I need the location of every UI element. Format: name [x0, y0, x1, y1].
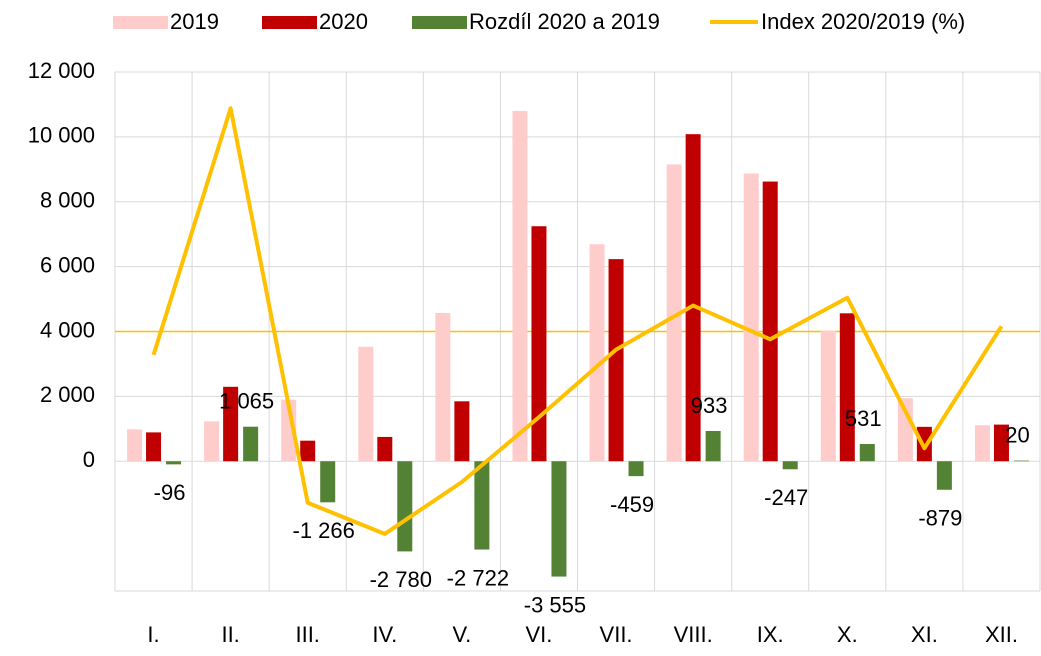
y-tick-label: 10 000: [28, 123, 95, 148]
data-label: -2 722: [447, 565, 509, 590]
bar: [435, 313, 451, 462]
data-label: 531: [845, 406, 882, 431]
x-tick-label: IX.: [757, 622, 784, 647]
bar: [397, 461, 413, 552]
bar: [474, 461, 490, 550]
bar: [993, 424, 1009, 462]
bar: [512, 110, 528, 462]
bar: [127, 429, 143, 462]
data-label: -2 780: [370, 567, 432, 592]
bar: [839, 313, 855, 462]
bar: [782, 461, 798, 470]
y-tick-label: 6 000: [40, 252, 95, 277]
data-label: 1 065: [219, 389, 274, 414]
y-tick-label: 4 000: [40, 317, 95, 342]
bar: [705, 430, 721, 462]
data-label: -3 555: [524, 592, 586, 617]
x-tick-label: II.: [221, 622, 239, 647]
bar: [666, 164, 682, 462]
bar: [204, 421, 220, 462]
bar: [589, 244, 605, 462]
data-label: 20: [1005, 422, 1029, 447]
y-tick-label: 2 000: [40, 382, 95, 407]
x-tick-label: VI.: [526, 622, 553, 647]
x-tick-label: VIII.: [674, 622, 713, 647]
bar: [551, 461, 567, 577]
bar: [936, 461, 952, 490]
bar: [859, 444, 875, 462]
data-label: -1 266: [293, 518, 355, 543]
legend-label: Rozdíl 2020 a 2019: [469, 9, 660, 34]
data-label: -459: [610, 492, 654, 517]
bar: [358, 346, 374, 462]
bar: [897, 398, 913, 462]
x-tick-label: X.: [837, 622, 858, 647]
bar: [320, 461, 336, 503]
bar: [223, 386, 239, 462]
bar: [377, 436, 393, 462]
bar: [454, 401, 470, 462]
index-line: [151, 106, 1004, 536]
legend-swatch: [262, 16, 317, 29]
legend-swatch: [113, 16, 168, 29]
bar: [820, 330, 836, 462]
x-tick-label: XI.: [911, 622, 938, 647]
bar: [685, 134, 701, 462]
legend-label: 2020: [319, 9, 368, 34]
x-tick-label: IV.: [372, 622, 397, 647]
bar: [166, 461, 182, 465]
bar: [1013, 460, 1029, 462]
bar: [762, 181, 778, 462]
legend-label: 2019: [170, 9, 219, 34]
y-tick-label: 8 000: [40, 188, 95, 213]
data-label: -247: [764, 485, 808, 510]
bar: [146, 432, 162, 462]
x-tick-label: I.: [147, 622, 159, 647]
x-tick-label: III.: [295, 622, 319, 647]
bar: [608, 259, 624, 462]
x-tick-label: V.: [452, 622, 471, 647]
data-label: -879: [918, 506, 962, 531]
x-tick-label: XII.: [985, 622, 1018, 647]
legend-swatch: [412, 16, 467, 29]
legend-label: Index 2020/2019 (%): [761, 9, 965, 34]
bar: [743, 173, 759, 462]
bar: [531, 226, 547, 462]
x-tick-label: VII.: [600, 622, 633, 647]
data-label: -96: [154, 480, 186, 505]
y-tick-label: 0: [83, 447, 95, 472]
data-label: 933: [691, 393, 728, 418]
bar: [243, 426, 259, 462]
bar: [628, 461, 644, 477]
bar: [300, 440, 316, 462]
y-tick-label: 12 000: [28, 58, 95, 83]
bar: [974, 425, 990, 462]
